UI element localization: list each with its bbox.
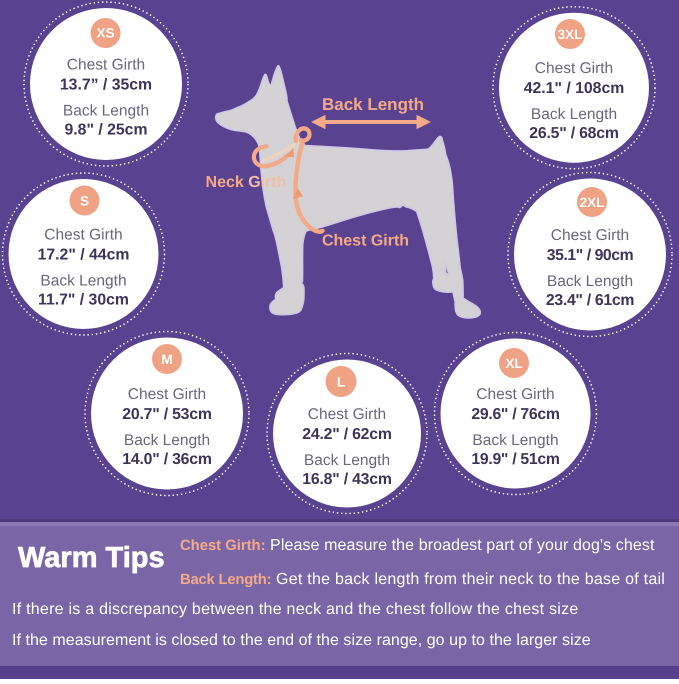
svg-text:Back Length: Get the back leng: Back Length: Get the back length from th… [180, 571, 665, 588]
svg-text:Back Length: Back Length [40, 273, 126, 290]
svg-text:11.7" / 30cm: 11.7" / 30cm [38, 292, 129, 309]
svg-text:Back Length: Back Length [322, 95, 424, 114]
svg-text:29.6" / 76cm: 29.6" / 76cm [471, 406, 559, 423]
svg-text:Back Length: Back Length [124, 432, 210, 449]
svg-text:Chest Girth: Chest Girth [44, 227, 122, 244]
svg-text:20.7" / 53cm: 20.7" / 53cm [122, 406, 212, 423]
svg-text:Back Length: Back Length [547, 273, 633, 290]
svg-text:3XL: 3XL [558, 27, 583, 42]
svg-text:42.1" / 108cm: 42.1" / 108cm [524, 80, 625, 97]
svg-text:Chest Girth: Chest Girth [322, 233, 409, 250]
svg-text:Back Length: Back Length [531, 106, 617, 123]
svg-text:If the measurement is closed t: If the measurement is closed to the end … [12, 632, 591, 649]
svg-text:Back Length: Back Length [472, 432, 558, 449]
svg-text:XL: XL [505, 356, 522, 371]
svg-text:M: M [161, 352, 172, 367]
svg-text:17.2" / 44cm: 17.2" / 44cm [38, 247, 130, 264]
svg-text:Chest Girth: Chest Girth [535, 60, 613, 77]
svg-text:16.8" / 43cm: 16.8" / 43cm [302, 471, 392, 488]
svg-text:L: L [337, 375, 345, 390]
svg-text:S: S [80, 194, 89, 209]
svg-text:24.2" / 62cm: 24.2" / 62cm [302, 426, 392, 443]
svg-text:Back Length: Back Length [304, 452, 390, 469]
svg-text:Chest Girth: Chest Girth [551, 227, 629, 244]
svg-text:23.4" / 61cm: 23.4" / 61cm [546, 292, 634, 309]
svg-text:13.7” / 35cm: 13.7” / 35cm [60, 77, 152, 94]
svg-text:Chest Girth: Chest Girth [308, 406, 386, 423]
svg-text:35.1" / 90cm: 35.1" / 90cm [547, 247, 634, 264]
svg-text:Chest Girth: Chest Girth [128, 386, 206, 403]
svg-text:Warm Tips: Warm Tips [18, 542, 165, 574]
svg-text:Chest Girth: Chest Girth [67, 57, 145, 74]
svg-text:Chest Girth: Chest Girth [476, 386, 554, 403]
svg-text:19.9" / 51cm: 19.9" / 51cm [471, 451, 559, 468]
svg-text:14.0" / 36cm: 14.0" / 36cm [122, 451, 212, 468]
svg-text:9.8" / 25cm: 9.8" / 25cm [64, 122, 147, 139]
svg-text:26.5" / 68cm: 26.5" / 68cm [529, 125, 619, 142]
svg-text:Chest Girth: Please measure th: Chest Girth: Please measure the broadest… [180, 537, 655, 554]
svg-text:If there is a discrepancy betw: If there is a discrepancy between the ne… [12, 601, 578, 618]
svg-text:XS: XS [96, 26, 114, 41]
svg-text:Back Length: Back Length [63, 103, 149, 120]
svg-text:Neck Girth: Neck Girth [206, 174, 287, 191]
svg-text:2XL: 2XL [580, 195, 605, 210]
